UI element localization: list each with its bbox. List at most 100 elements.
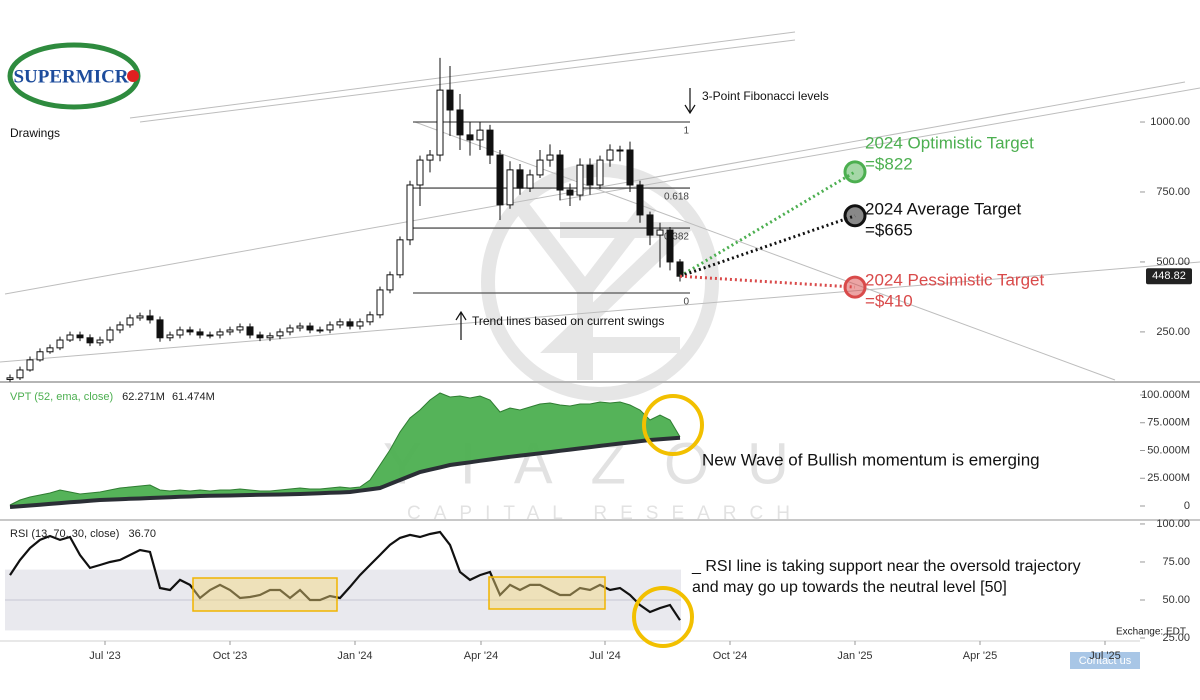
candle-body	[386, 274, 394, 291]
candle-body	[456, 109, 464, 136]
y-tick-label: 50.00	[1162, 594, 1190, 606]
last-price-label: 448.82	[1152, 270, 1186, 282]
candle-body	[646, 214, 654, 236]
vpt-area	[10, 393, 680, 507]
candle-body	[516, 169, 524, 189]
candle-body	[276, 331, 284, 337]
fib-label: 0.618	[664, 192, 689, 203]
candle-body	[176, 329, 184, 336]
target-marker	[843, 204, 867, 228]
contact-button-label[interactable]: Contact us	[1079, 655, 1132, 667]
candle-body	[76, 334, 84, 339]
y-tick-label: 75.00	[1162, 556, 1190, 568]
candle-body	[46, 347, 54, 353]
candle-body	[436, 89, 444, 156]
candle-body	[396, 239, 404, 276]
candle-body	[496, 154, 504, 206]
candle-body	[216, 331, 224, 336]
candle-body	[26, 359, 34, 371]
target-label: 2024 Pessimistic Target	[865, 271, 1044, 290]
y-tick-label: 0	[1184, 500, 1190, 512]
target-marker	[843, 160, 867, 184]
x-tick-label: Oct '23	[213, 650, 248, 662]
candle-body	[546, 154, 554, 161]
annotation: Trend lines based on current swings	[472, 314, 664, 328]
candle-body	[486, 129, 494, 156]
candle-body	[186, 329, 194, 333]
indicator-readout: 36.70	[128, 528, 156, 540]
candle-body	[266, 335, 274, 339]
candle-body	[636, 184, 644, 216]
indicator-readout: 61.474M	[172, 391, 215, 403]
x-tick-label: Apr '24	[464, 650, 499, 662]
candle-body	[256, 334, 264, 339]
candle-body	[206, 334, 214, 337]
y-tick-label: 100.00	[1156, 518, 1190, 530]
y-tick-label: 1000.00	[1150, 116, 1190, 128]
candle-body	[346, 321, 354, 327]
x-tick-label: Jul '24	[589, 650, 620, 662]
last-price-tag	[1146, 268, 1192, 285]
candle-body	[586, 164, 594, 186]
candle-body	[226, 329, 234, 333]
candle-body	[56, 339, 64, 349]
logo: SUPERMICR	[7, 42, 141, 110]
vpt-line	[9, 392, 681, 506]
trend-line	[0, 261, 1200, 363]
candle-body	[166, 334, 174, 339]
fib-label: 0	[683, 297, 689, 308]
fib-label: 0.382	[664, 232, 689, 243]
candle-body	[526, 174, 534, 189]
candle-body	[16, 369, 24, 379]
candle-body	[616, 149, 624, 152]
candle-body	[196, 331, 204, 336]
x-tick-label: Apr '25	[963, 650, 998, 662]
x-tick-label: Jul '25	[1089, 650, 1120, 662]
highlight-box	[488, 576, 606, 610]
candle-body	[426, 154, 434, 161]
candle-body	[356, 321, 364, 327]
candle-body	[446, 89, 454, 111]
y-tick-label: 25.000M	[1147, 472, 1190, 484]
target-line	[679, 170, 856, 278]
candle-body	[336, 321, 344, 326]
candle-body	[36, 351, 44, 361]
trend-line	[414, 121, 1116, 381]
trend-line	[559, 87, 1200, 201]
annotation: _ RSI line is taking support near the ov…	[691, 558, 1081, 575]
candle-body	[466, 134, 474, 141]
candle-body	[96, 339, 104, 344]
candle-body	[116, 324, 124, 331]
rsi-line	[9, 530, 681, 621]
candle-body	[136, 315, 144, 319]
candle-body	[66, 334, 74, 341]
y-tick-label: 25.00	[1162, 632, 1190, 644]
x-tick-label: Jul '23	[89, 650, 120, 662]
candle-body	[626, 149, 634, 186]
candle-body	[236, 326, 244, 331]
annotation: and may go up towards the neutral level …	[692, 579, 1007, 596]
indicator-title: RSI (13, 70, 30, close)	[10, 528, 119, 540]
candle-body	[596, 159, 604, 186]
y-tick-label: 750.00	[1156, 186, 1190, 198]
candle-body	[126, 317, 134, 326]
x-tick-label: Jan '25	[837, 650, 872, 662]
candle-body	[106, 329, 114, 341]
candle-body	[6, 377, 14, 380]
target-marker	[843, 275, 867, 299]
highlight-circle	[632, 586, 694, 648]
candle-body	[416, 159, 424, 186]
trend-line	[129, 31, 796, 119]
candle-body	[316, 329, 324, 332]
candle-body	[656, 229, 664, 236]
exchange-label: Exchange: EDT	[1116, 627, 1186, 638]
x-tick-label: Oct '24	[713, 650, 748, 662]
target-label: 2024 Average Target	[865, 199, 1022, 218]
candle-body	[286, 327, 294, 333]
contact-button-bg[interactable]	[1070, 652, 1140, 669]
logo-text: SUPERMICR	[13, 66, 128, 87]
candle-body	[566, 189, 574, 196]
fib-label: 1	[683, 126, 689, 137]
contact-button[interactable]: Contact us	[1070, 652, 1140, 669]
